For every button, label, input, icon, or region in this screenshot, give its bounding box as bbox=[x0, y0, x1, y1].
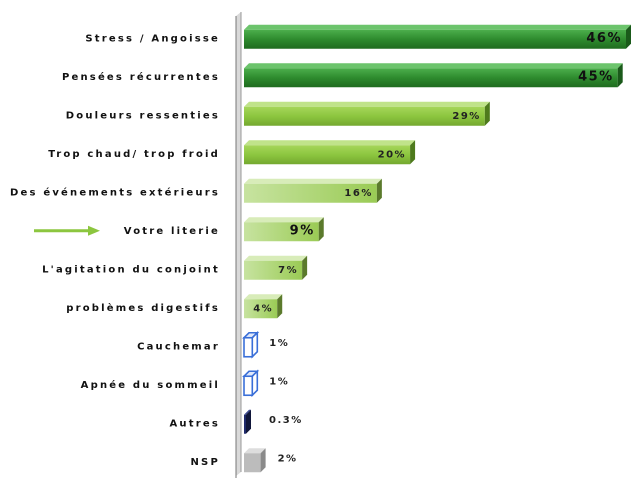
bar-10 bbox=[244, 409, 251, 434]
bar-0 bbox=[244, 24, 631, 49]
bar-face bbox=[243, 375, 254, 397]
bar-face bbox=[244, 260, 303, 280]
bar-11 bbox=[244, 448, 266, 473]
category-label: Douleurs ressenties bbox=[66, 110, 220, 121]
category-labels: Stress / Angoisse Pensées récurrentes Doul… bbox=[10, 33, 220, 468]
bar-face bbox=[244, 222, 319, 242]
bar-side bbox=[260, 448, 266, 473]
axis-wall bbox=[236, 12, 241, 476]
category-label: Cauchemar bbox=[137, 341, 220, 352]
bar-side bbox=[410, 140, 416, 165]
bar-side bbox=[626, 24, 631, 49]
bar-side bbox=[302, 255, 308, 280]
bar-top bbox=[244, 178, 382, 184]
value-labels: 46% 45% 29% 20% 16% 9% 7% 4% 1% 1% 0.3% 2% bbox=[253, 31, 622, 465]
bar-7 bbox=[244, 294, 283, 319]
bar-top bbox=[244, 255, 308, 261]
category-label: problèmes digestifs bbox=[66, 302, 220, 314]
bar-2 bbox=[244, 101, 490, 126]
bar-side bbox=[251, 330, 259, 359]
highlight-arrow bbox=[34, 225, 100, 236]
bar-face bbox=[244, 414, 246, 434]
bar-1 bbox=[244, 63, 623, 88]
category-label: Trop chaud/ trop froid bbox=[48, 149, 220, 160]
bar-top bbox=[244, 101, 490, 107]
bar-5 bbox=[244, 217, 324, 242]
category-label: Pensées récurrentes bbox=[62, 71, 220, 83]
value-label: 0.3% bbox=[269, 415, 303, 426]
bar-side bbox=[277, 294, 283, 319]
bar-side bbox=[251, 369, 259, 398]
category-label: Apnée du sommeil bbox=[81, 379, 220, 391]
bar-face bbox=[244, 299, 278, 319]
bar-side bbox=[484, 101, 490, 126]
value-label: 4% bbox=[253, 303, 273, 314]
bar-side bbox=[246, 409, 251, 434]
bar-9 bbox=[242, 369, 260, 398]
value-label: 29% bbox=[452, 111, 480, 122]
bar-face bbox=[244, 68, 618, 88]
value-label: 20% bbox=[378, 149, 406, 160]
bar-top bbox=[244, 63, 623, 69]
bar-top bbox=[244, 217, 324, 223]
bar-face bbox=[244, 453, 261, 473]
value-label: 16% bbox=[344, 188, 372, 199]
value-label: 7% bbox=[278, 265, 298, 276]
category-label: Votre literie bbox=[124, 226, 220, 237]
bar-face bbox=[244, 106, 485, 126]
value-label: 46% bbox=[586, 31, 622, 46]
bar-top bbox=[244, 448, 266, 454]
bar-face bbox=[244, 145, 411, 165]
arrow-head bbox=[88, 225, 100, 236]
bar-top bbox=[244, 294, 283, 300]
category-label: L'agitation du conjoint bbox=[42, 264, 220, 275]
value-label: 1% bbox=[269, 376, 289, 387]
bar-face bbox=[244, 29, 626, 49]
value-label: 2% bbox=[278, 453, 298, 464]
bar-top bbox=[244, 24, 631, 30]
bar-side bbox=[376, 178, 382, 203]
bar-face bbox=[243, 336, 254, 358]
category-label: NSP bbox=[190, 457, 220, 468]
bar-side bbox=[318, 217, 324, 242]
axis-group bbox=[235, 12, 242, 478]
category-label: Autres bbox=[169, 418, 220, 429]
bar-6 bbox=[244, 255, 308, 280]
value-label: 9% bbox=[290, 223, 315, 238]
bar-face bbox=[244, 183, 377, 203]
bars-group bbox=[242, 24, 631, 473]
value-label: 45% bbox=[578, 69, 614, 84]
bar-4 bbox=[244, 178, 382, 203]
category-label: Stress / Angoisse bbox=[85, 33, 220, 44]
category-label: Des événements extérieurs bbox=[10, 186, 220, 198]
bar-8 bbox=[242, 330, 260, 359]
bar-top bbox=[244, 140, 416, 146]
value-label: 1% bbox=[269, 338, 289, 349]
bar-side bbox=[617, 63, 623, 88]
bar-3 bbox=[244, 140, 416, 165]
bar-top bbox=[244, 409, 251, 415]
